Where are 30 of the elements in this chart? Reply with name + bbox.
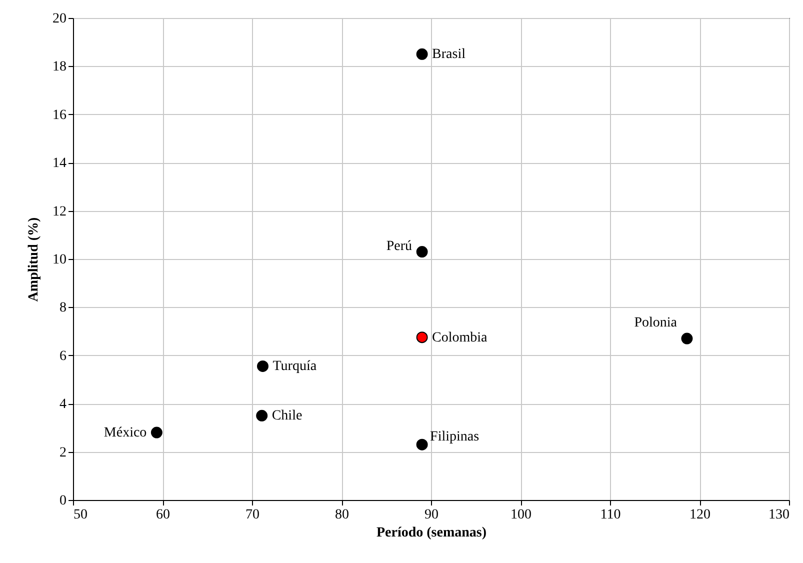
annotation: Brasil [432, 47, 466, 62]
annotation: Turquía [272, 359, 318, 374]
x-tick-label: 70 [246, 508, 260, 522]
annotation: Polonia [634, 316, 678, 331]
y-tick-label: 10 [52, 252, 66, 268]
y-tick-label: 18 [52, 60, 66, 75]
annotation: Perú [386, 238, 412, 254]
x-tick-label: 130 [768, 508, 790, 522]
y-tick-label: 16 [52, 108, 66, 123]
x-tick-label: 90 [424, 508, 438, 522]
x-tick-label: 50 [74, 508, 88, 522]
x-tick-label: 60 [156, 508, 170, 522]
y-tick-label: 6 [60, 348, 66, 364]
y-tick-label: 20 [52, 12, 66, 26]
y-axis-title: Amplitud (%) [26, 216, 42, 302]
x-tick-label: 100 [510, 508, 532, 522]
annotation: Filipinas [430, 430, 480, 445]
y-tick-label: 4 [60, 397, 66, 412]
y-tick-label: 8 [60, 300, 66, 316]
y-tick-label: 0 [60, 494, 66, 508]
annotation: México [104, 426, 147, 441]
x-tick-label: 110 [600, 508, 621, 522]
x-tick-label: 120 [690, 508, 710, 522]
annotation: Colombia [432, 330, 488, 346]
y-tick-label: 12 [52, 204, 66, 220]
y-tick-label: 2 [60, 445, 66, 460]
x-axis-title: Período (semanas) [376, 526, 487, 540]
annotation: Chile [272, 408, 302, 424]
x-tick-label: 80 [335, 508, 349, 522]
y-tick-label: 14 [52, 156, 66, 172]
